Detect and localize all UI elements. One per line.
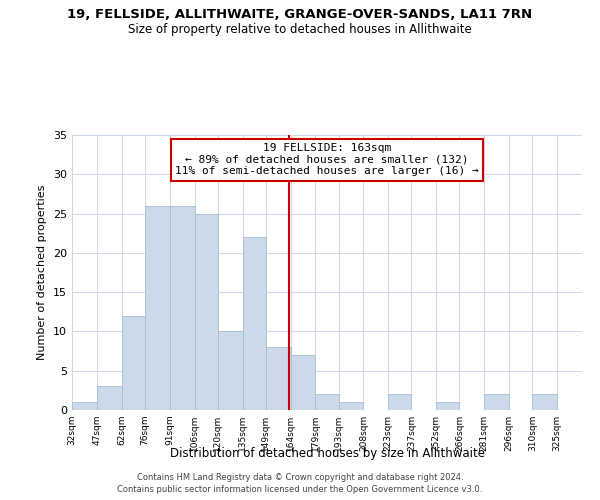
Bar xyxy=(290,355,316,410)
Bar xyxy=(484,394,509,410)
Text: 19, FELLSIDE, ALLITHWAITE, GRANGE-OVER-SANDS, LA11 7RN: 19, FELLSIDE, ALLITHWAITE, GRANGE-OVER-S… xyxy=(67,8,533,20)
Y-axis label: Number of detached properties: Number of detached properties xyxy=(37,185,47,360)
Bar xyxy=(218,332,242,410)
Bar xyxy=(97,386,122,410)
Bar xyxy=(338,402,364,410)
Text: Contains HM Land Registry data © Crown copyright and database right 2024.: Contains HM Land Registry data © Crown c… xyxy=(137,472,463,482)
Bar xyxy=(122,316,145,410)
Bar xyxy=(242,237,266,410)
Bar xyxy=(194,214,218,410)
Bar xyxy=(72,402,97,410)
Bar xyxy=(145,206,170,410)
Bar xyxy=(316,394,338,410)
Bar xyxy=(532,394,557,410)
Text: Size of property relative to detached houses in Allithwaite: Size of property relative to detached ho… xyxy=(128,22,472,36)
Text: Contains public sector information licensed under the Open Government Licence v3: Contains public sector information licen… xyxy=(118,485,482,494)
Text: Distribution of detached houses by size in Allithwaite: Distribution of detached houses by size … xyxy=(170,448,485,460)
Bar xyxy=(388,394,412,410)
Text: 19 FELLSIDE: 163sqm
← 89% of detached houses are smaller (132)
11% of semi-detac: 19 FELLSIDE: 163sqm ← 89% of detached ho… xyxy=(175,143,479,176)
Bar xyxy=(170,206,194,410)
Bar xyxy=(266,347,290,410)
Bar xyxy=(436,402,460,410)
